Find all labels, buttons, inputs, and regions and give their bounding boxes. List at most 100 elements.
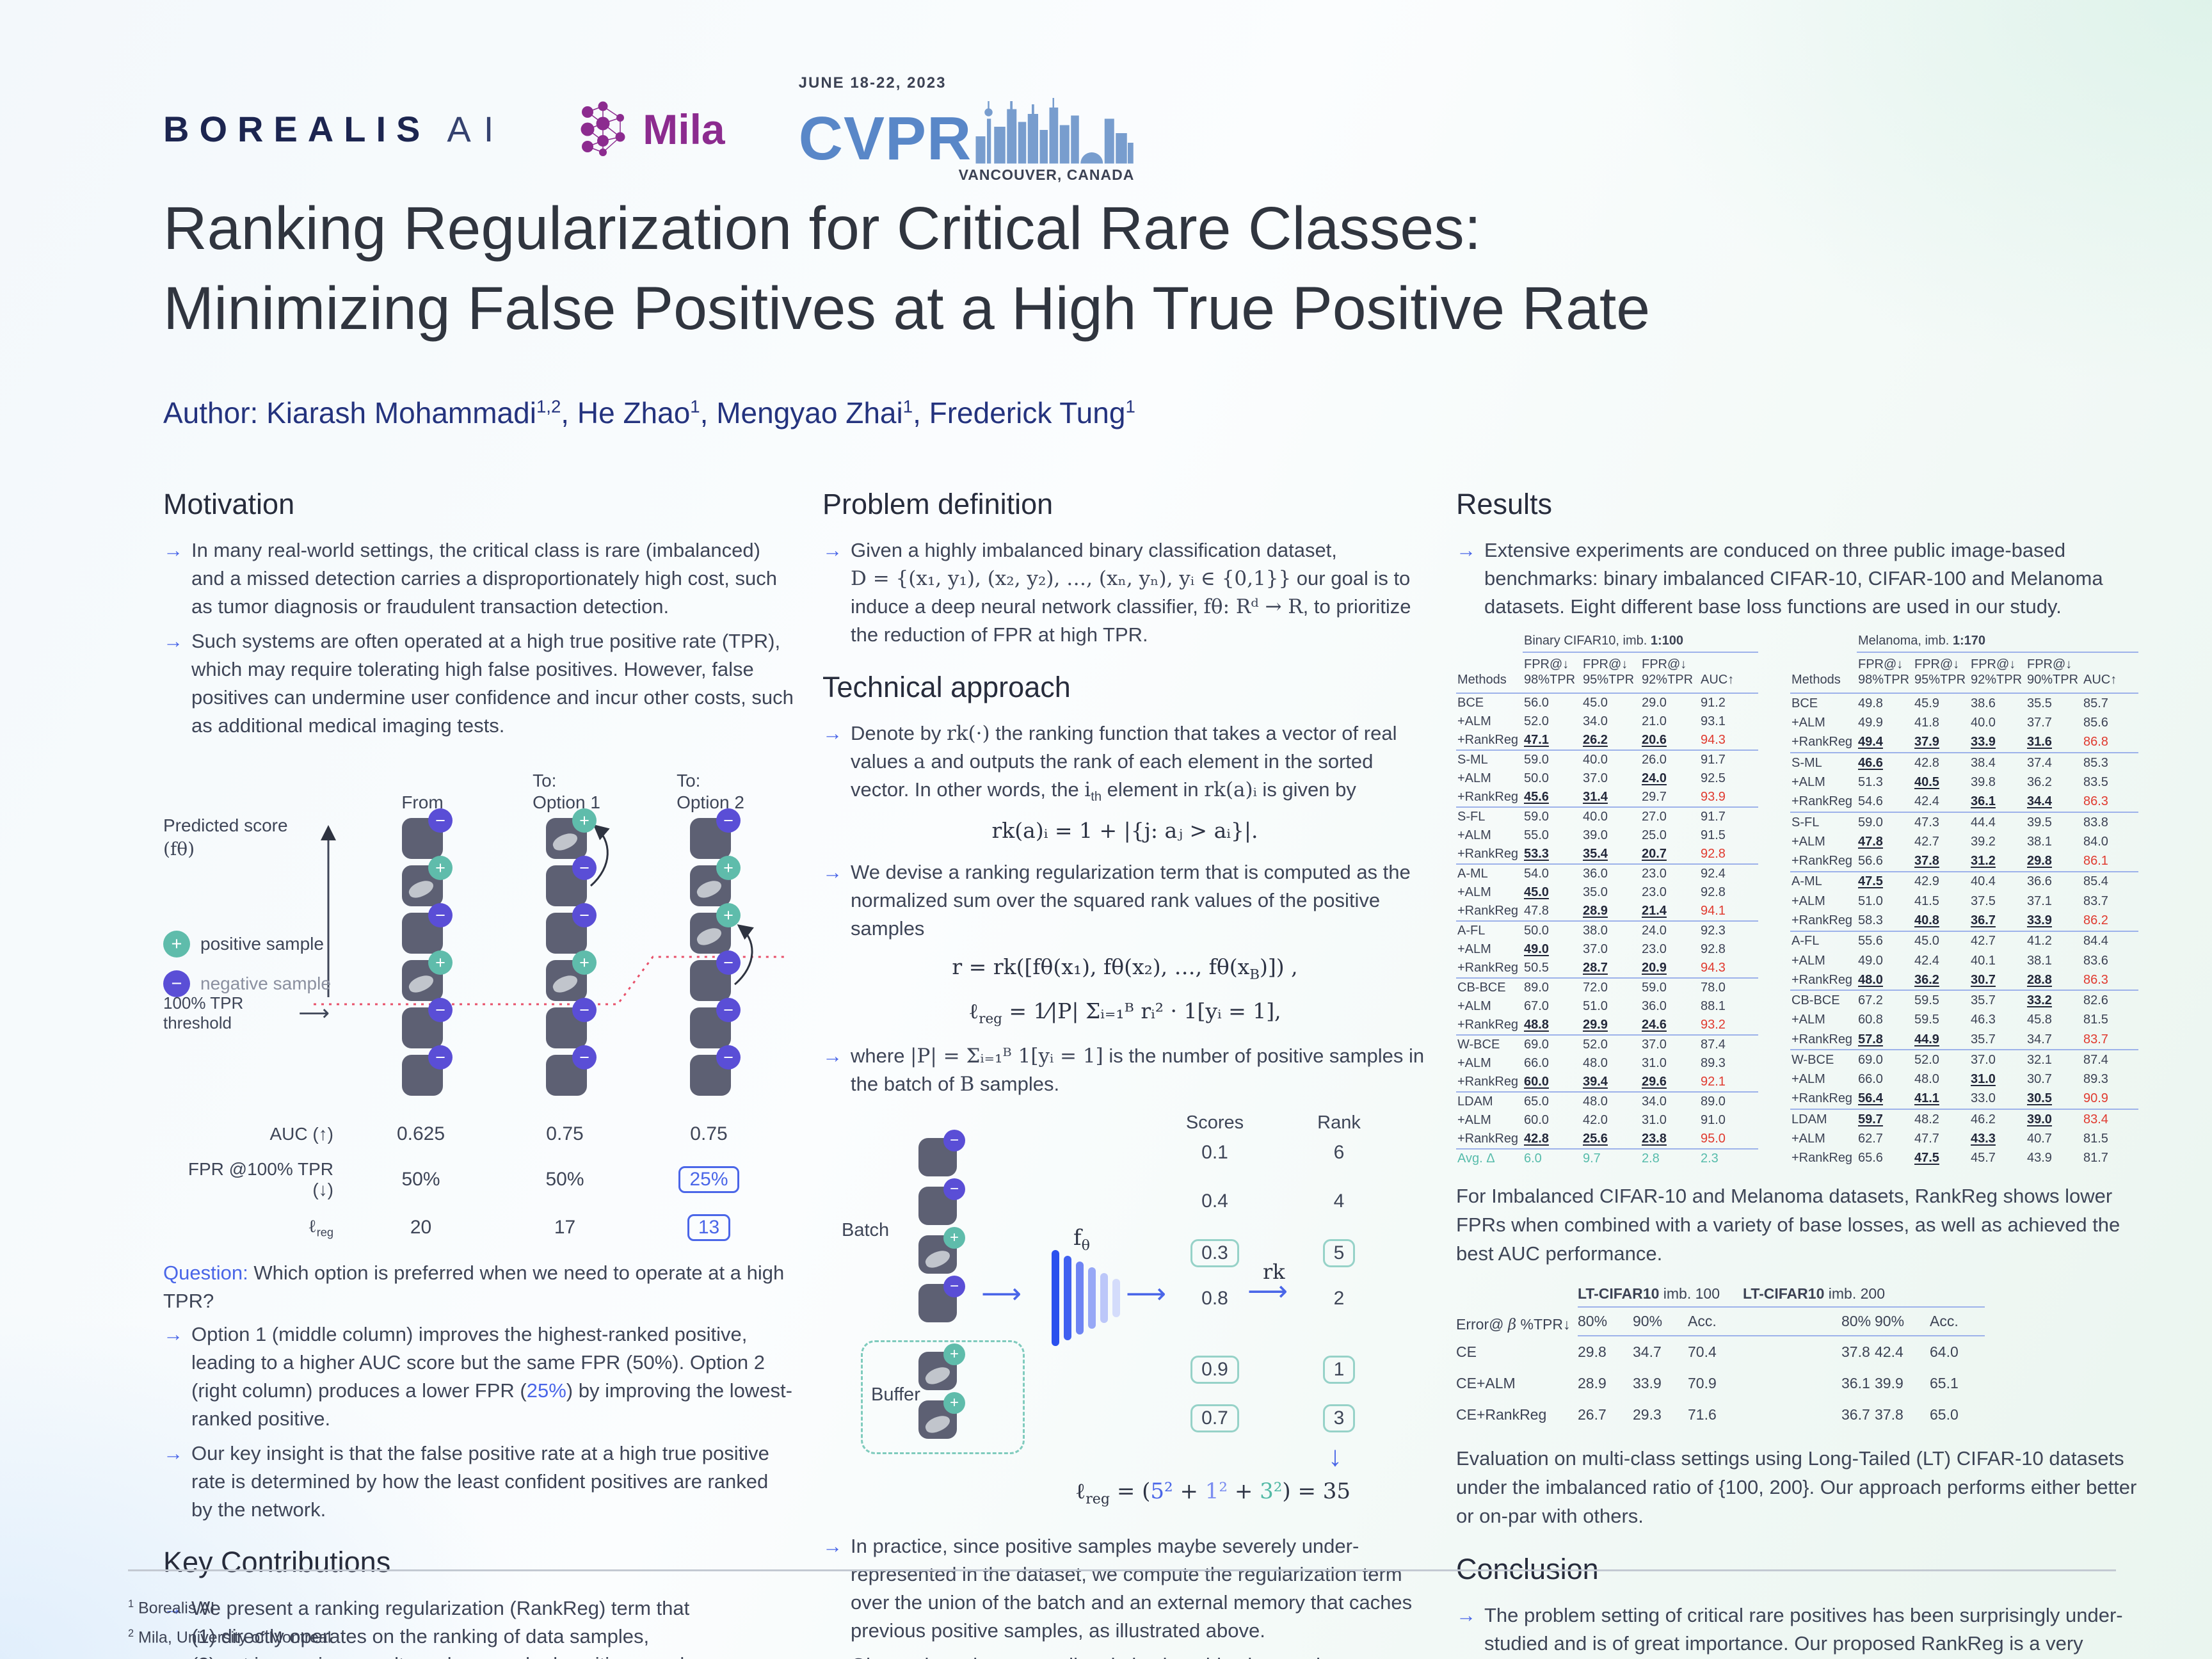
positive-badge-icon: +: [572, 950, 597, 975]
column-header: FPR@↓ 95%TPR: [1582, 652, 1640, 694]
column-header-methods: Methods: [1456, 652, 1523, 694]
borealis-wordmark: BOREALIS: [163, 109, 431, 149]
rank-value: 4: [1333, 1190, 1345, 1212]
sample-tile: −: [402, 998, 453, 1049]
method-name: +ALM: [1791, 894, 1825, 908]
cvpr-wordmark: CVPR: [798, 104, 972, 173]
method-name: +RankReg: [1456, 731, 1523, 751]
lt-subheader: 90%: [1633, 1307, 1688, 1337]
metric-value: 42.8: [1523, 1130, 1582, 1150]
sample-tile: −: [918, 1276, 965, 1323]
metric-value: 42.4: [1913, 792, 1969, 813]
metric-value: 65.0: [1524, 1094, 1549, 1109]
table-row: +ALM 62.7 47.7 43.3 40.7 81.5: [1790, 1129, 2138, 1148]
sample-tile: −: [690, 808, 741, 860]
negative-badge-icon: −: [943, 1276, 965, 1298]
metric-value: 83.4: [2083, 1112, 2108, 1126]
motivation-bullets: → In many real-world settings, the critic…: [163, 536, 794, 740]
method-name: CE+RankReg: [1456, 1406, 1547, 1423]
metric-value: 37.7: [2027, 716, 2052, 730]
column-method: Problem definition → Given a highly imbal…: [822, 488, 1427, 1659]
figure1-stat-value: 0.75: [690, 1123, 728, 1145]
content-columns: Motivation → In many real-world settings,…: [163, 488, 2151, 1659]
table-row: S-FL 59.0 47.3 44.4 39.5 83.8: [1790, 812, 2138, 832]
metric-value: 37.1: [2027, 894, 2052, 908]
method-name: +ALM: [1791, 953, 1825, 968]
metric-value: 92.8: [1701, 942, 1726, 957]
table-row: +RankReg 60.0 39.4 29.6 92.1: [1456, 1073, 1758, 1093]
method-name: +ALM: [1457, 999, 1491, 1014]
bullet-item: → In many real-world settings, the critic…: [163, 536, 794, 621]
metric-value: 91.7: [1701, 810, 1726, 824]
metric-value: 52.0: [1914, 1052, 1939, 1067]
metric-value: 35.5: [2027, 696, 2052, 710]
figure1-stat-label: ℓreg: [308, 1215, 333, 1239]
section-heading-technical-approach: Technical approach: [822, 671, 1071, 704]
metric-value: 38.1: [2027, 953, 2052, 968]
metric-value: 36.0: [1642, 999, 1667, 1014]
metric-value: 49.8: [1858, 696, 1883, 710]
metric-value: 94.3: [1699, 959, 1758, 979]
metric-value: 85.7: [2083, 696, 2108, 710]
metric-value: 41.1: [1913, 1089, 1969, 1110]
metric-value: 59.0: [1524, 753, 1549, 767]
column-header: FPR@↓ 98%TPR: [1857, 652, 1913, 694]
metric-value: 26.0: [1642, 753, 1667, 767]
metric-value: 47.8: [1858, 834, 1883, 849]
metric-value: 29.0: [1642, 696, 1667, 710]
metric-value: 37.8: [1875, 1406, 1903, 1423]
metric-value: 62.7: [1858, 1132, 1883, 1146]
metric-value: 23.0: [1642, 942, 1667, 957]
metric-value: 28.8: [2026, 970, 2082, 991]
option1-move-arrow: [590, 824, 610, 887]
metric-value: 41.5: [1914, 894, 1939, 908]
positive-badge-icon: +: [428, 950, 453, 975]
metric-value: 47.5: [1914, 1151, 1939, 1166]
sample-tile: −: [402, 1045, 453, 1096]
buffer-box: [861, 1340, 1025, 1455]
metric-value: 58.3: [1857, 911, 1913, 932]
metric-value: 29.7: [1640, 788, 1699, 808]
metric-value: 91.7: [1701, 753, 1726, 767]
metric-value: 39.8: [1971, 775, 1996, 789]
lt-subheader: Acc.: [1688, 1307, 1743, 1337]
metric-value: 86.3: [2082, 970, 2138, 991]
metric-value: 6.0: [1524, 1151, 1542, 1166]
table-row: +RankReg 45.6 31.4 29.7 93.9: [1456, 788, 1758, 808]
bullet-arrow-icon: →: [822, 539, 842, 561]
table-row: S-ML 59.0 40.0 26.0 91.7: [1456, 750, 1758, 769]
formula-lreg: ℓreg = 1⁄|P| Σᵢ₌₁ᴮ rᵢ² · 1[yᵢ = 1],: [968, 998, 1281, 1027]
table-row: CE+RankReg 26.7 29.3 71.6 36.7 37.8 65.0: [1456, 1399, 1985, 1431]
table-row: LDAM 59.7 48.2 46.2 39.0 83.4: [1790, 1109, 2138, 1129]
metric-value: 48.0: [1583, 1094, 1608, 1109]
method-name: +ALM: [1457, 828, 1491, 843]
table-group-title: Binary CIFAR10, imb. 1:100: [1523, 634, 1758, 653]
rank-value: 2: [1333, 1288, 1345, 1310]
metric-value: 42.0: [1583, 1113, 1608, 1128]
metric-value: 70.4: [1688, 1343, 1717, 1361]
rk-label: rk: [1263, 1260, 1285, 1285]
table-row: A-FL 55.6 45.0 42.7 41.2 84.4: [1790, 931, 2138, 951]
method-name: BCE: [1791, 696, 1818, 710]
table-row: +ALM 51.0 41.5 37.5 37.1 83.7: [1790, 892, 2138, 911]
method-name: +RankReg: [1456, 1073, 1523, 1093]
metric-value: 36.2: [2027, 775, 2052, 789]
method-name: A-ML: [1457, 867, 1488, 881]
method-name: +ALM: [1457, 714, 1491, 729]
method-name: Avg. Δ: [1457, 1151, 1495, 1166]
bullet-item: → Denote by rk(·) the ranking function th…: [822, 719, 1427, 806]
negative-badge-icon: −: [572, 998, 597, 1023]
metric-value: 65.1: [1930, 1375, 1959, 1392]
lt-group-title: LT-CIFAR10 imb. 100: [1578, 1283, 1743, 1308]
column-header: AUC↑: [2082, 652, 2138, 694]
figure1-canvas: Predicted score (fθ) + positive sample − nega…: [163, 759, 790, 1108]
metric-value: 35.7: [1969, 1030, 2026, 1051]
bullet-item: → where |P| = Σᵢ₌₁ᴮ 1[yᵢ = 1] is the numb…: [822, 1042, 1427, 1098]
table-row: +RankReg 42.8 25.6 23.8 95.0: [1456, 1130, 1758, 1150]
results-caption-1: For Imbalanced CIFAR-10 and Melanoma dat…: [1456, 1185, 2120, 1265]
metric-value: 29.8: [1578, 1343, 1607, 1361]
metric-value: 47.8: [1523, 902, 1582, 922]
metric-value: 56.0: [1524, 696, 1549, 710]
scores-header: Scores: [1185, 1112, 1244, 1134]
